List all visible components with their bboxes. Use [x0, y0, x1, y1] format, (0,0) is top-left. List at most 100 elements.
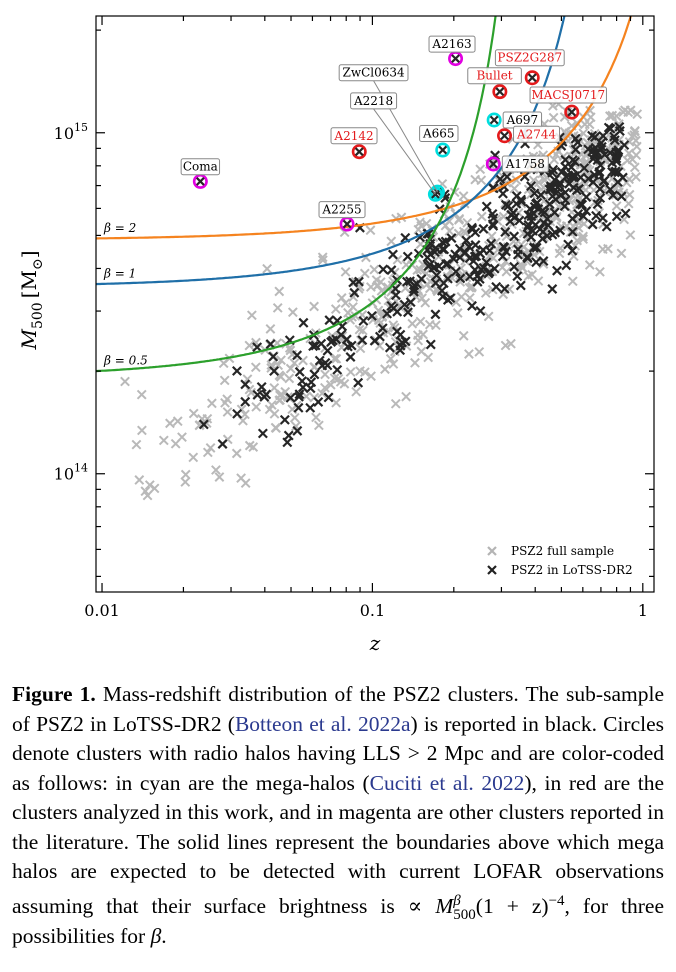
full-sample-point	[388, 359, 399, 369]
citation-cuciti-link[interactable]: Cuciti et al. 2022	[369, 770, 525, 795]
lotss-dr2-point	[472, 270, 483, 281]
callout-label: A665	[422, 127, 455, 141]
legend: PSZ2 full sample PSZ2 in LoTSS-DR2	[487, 544, 633, 577]
callout-bullet: Bullet	[467, 67, 522, 85]
full-sample-point	[533, 177, 544, 188]
halo-cross	[495, 87, 505, 97]
full-sample-point	[474, 346, 485, 357]
lotss-dr2-point	[440, 236, 451, 247]
full-sample-point	[548, 112, 559, 123]
lotss-dr2-point	[611, 153, 622, 164]
full-sample-point	[231, 448, 242, 459]
lotss-dr2-point	[438, 278, 449, 289]
halo-marker-a2163	[448, 51, 464, 67]
lotss-dr2-point	[611, 156, 622, 167]
lotss-dr2-point	[431, 270, 442, 281]
callout-a2218: A2218	[350, 92, 398, 110]
full-sample-point	[582, 157, 593, 168]
lotss-dr2-point	[509, 261, 520, 272]
full-sample-point	[375, 318, 386, 329]
lotss-dr2-point	[591, 210, 602, 221]
lotss-dr2-point	[461, 235, 472, 246]
formula-mass-symbol: M	[435, 893, 454, 918]
full-sample-point	[506, 338, 516, 349]
lotss-dr2-point	[436, 285, 447, 296]
lotss-dr2-point	[430, 309, 441, 320]
caption-text-5: .	[161, 923, 167, 948]
halo-cross	[489, 115, 499, 125]
full-sample-point	[501, 266, 512, 277]
full-sample-point	[623, 107, 634, 118]
full-sample-point	[385, 353, 396, 364]
full-sample-point	[317, 255, 328, 266]
full-sample-point	[350, 276, 361, 287]
full-sample-point	[142, 490, 153, 501]
y-axis-label: M500 [M⊙]	[17, 250, 46, 350]
lotss-dr2-point	[326, 337, 337, 347]
lotss-dr2-point	[475, 306, 486, 316]
callout-label: Coma	[183, 160, 218, 174]
callout-coma: Coma	[180, 158, 221, 176]
caption-beta-symbol: β	[150, 923, 162, 948]
lotss-dr2-point	[566, 162, 577, 173]
legend-marker-lotss	[487, 565, 497, 575]
halo-marker-a2255	[339, 216, 355, 232]
lotss-dr2-point	[357, 335, 368, 346]
lotss-dr2-point	[232, 365, 242, 376]
caption-text-3: ), in red are the clusters analyzed in t…	[12, 770, 664, 918]
full-sample-point	[283, 392, 293, 402]
halo-cross	[354, 147, 364, 157]
lotss-dr2-point	[537, 233, 548, 244]
lotss-dr2-point	[526, 211, 537, 222]
lotss-dr2-point	[366, 310, 377, 321]
halo-marker-a665	[435, 142, 451, 158]
lotss-dr2-point	[556, 140, 567, 151]
full-sample-point	[244, 440, 255, 451]
lotss-dr2-point	[509, 212, 520, 223]
lotss-dr2-point	[324, 315, 335, 326]
citation-botteon-link[interactable]: Botteon et al. 2022a	[234, 711, 411, 736]
full-sample-point	[272, 302, 283, 313]
callout-label: A2744	[516, 127, 557, 141]
lotss-dr2-point	[292, 350, 303, 361]
lotss-dr2-point	[611, 211, 622, 222]
lotss-dr2-point	[294, 366, 305, 377]
full-sample-point	[584, 260, 595, 270]
lotss-dr2-point	[346, 340, 357, 351]
lotss-dr2-point	[467, 300, 477, 311]
lotss-dr2-point	[570, 144, 581, 155]
full-sample-point	[498, 211, 509, 222]
full-sample-point	[273, 360, 284, 371]
callout-a2744: A2744	[513, 125, 561, 143]
callout-a2163: A2163	[428, 35, 476, 53]
full-sample-point	[456, 263, 466, 274]
lotss-dr2-point	[198, 419, 209, 430]
full-sample-point	[251, 401, 262, 412]
full-sample-point	[464, 282, 475, 293]
lotss-dr2-point	[560, 195, 571, 206]
lotss-dr2-point	[429, 262, 440, 273]
lotss-dr2-point	[544, 184, 555, 195]
lotss-dr2-point	[450, 266, 461, 277]
full-sample-point	[309, 301, 319, 312]
lotss-dr2-point	[293, 391, 304, 402]
full-sample-point	[242, 374, 253, 385]
caption-text-1: Mass-redshift distribution of the PSZ2 c…	[12, 682, 664, 736]
y-axis-label-unit: [M	[17, 270, 41, 298]
full-sample-point	[528, 175, 539, 186]
lotss-dr2-point	[588, 177, 599, 188]
full-sample-point	[413, 335, 424, 346]
callout-a2255: A2255	[318, 201, 366, 219]
boundary-line-label-2: β = 0.5	[103, 353, 148, 367]
boundary-line-beta-1	[96, 16, 566, 286]
lotss-dr2-point	[425, 249, 436, 260]
full-sample-point	[266, 400, 277, 410]
lotss-dr2-point	[528, 242, 539, 253]
lotss-dr2-point	[313, 396, 324, 407]
lotss-dr2-point	[578, 211, 589, 222]
axis-labels: z M500 [M⊙]	[17, 250, 381, 655]
full-sample-point	[158, 435, 169, 446]
lotss-dr2-point	[306, 377, 317, 388]
lotss-dr2-point	[590, 132, 600, 143]
full-sample-point	[383, 295, 394, 306]
